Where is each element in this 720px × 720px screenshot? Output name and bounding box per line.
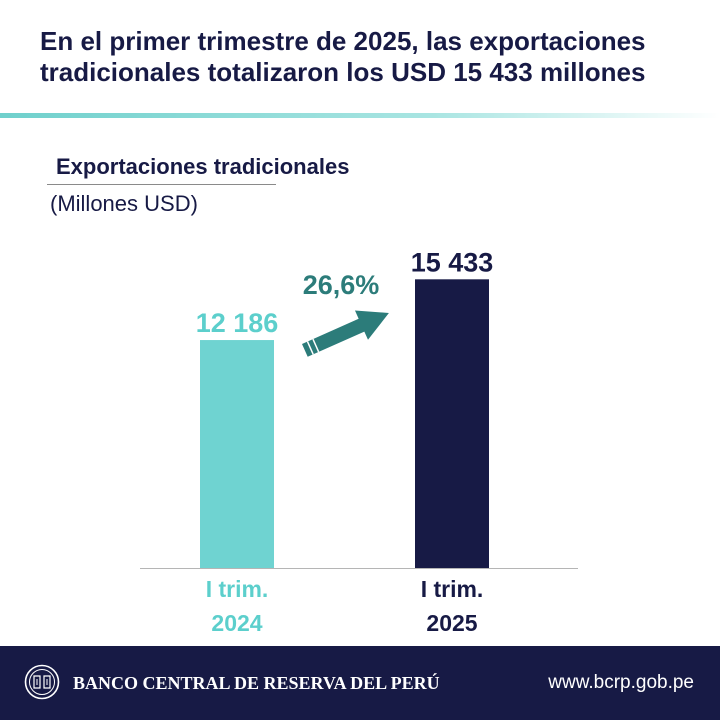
bar-2024	[200, 340, 274, 568]
bar-chart: 12 186 I trim. 2024 15 433 I trim. 2025 26,6%	[140, 247, 578, 636]
growth-arrow-shape	[302, 310, 389, 357]
bcrp-seal-icon	[24, 664, 60, 700]
headline-line-1: En el primer trimestre de 2025, las expo…	[40, 26, 646, 56]
x-tick-label-2025: I trim.	[421, 576, 484, 602]
footer-bar: BANCO CENTRAL DE RESERVA DEL PERÚ www.bc…	[0, 646, 720, 720]
accent-divider	[0, 113, 720, 118]
bank-website-link[interactable]: www.bcrp.gob.pe	[548, 672, 694, 693]
chart-title: Exportaciones tradicionales	[56, 154, 350, 179]
headline: En el primer trimestre de 2025, las expo…	[40, 26, 700, 88]
value-label-2025: 15 433	[411, 247, 494, 277]
bar-2025	[415, 279, 489, 568]
chart-title-underline	[47, 184, 276, 185]
growth-percentage-label: 26,6%	[303, 270, 380, 300]
growth-arrow-stripe-1	[306, 341, 314, 355]
x-tick-year-2025: 2025	[426, 610, 477, 636]
x-tick-year-2024: 2024	[211, 610, 262, 636]
headline-line-2: tradicionales totalizaron los USD 15 433…	[40, 57, 646, 87]
value-label-2024: 12 186	[196, 308, 279, 338]
chart-unit-label: (Millones USD)	[50, 191, 198, 216]
x-tick-label-2024: I trim.	[206, 576, 269, 602]
bank-name: BANCO CENTRAL DE RESERVA DEL PERÚ	[73, 673, 440, 693]
arrow-up-right-icon	[302, 310, 389, 357]
growth-arrow-stripe-2	[312, 338, 320, 353]
